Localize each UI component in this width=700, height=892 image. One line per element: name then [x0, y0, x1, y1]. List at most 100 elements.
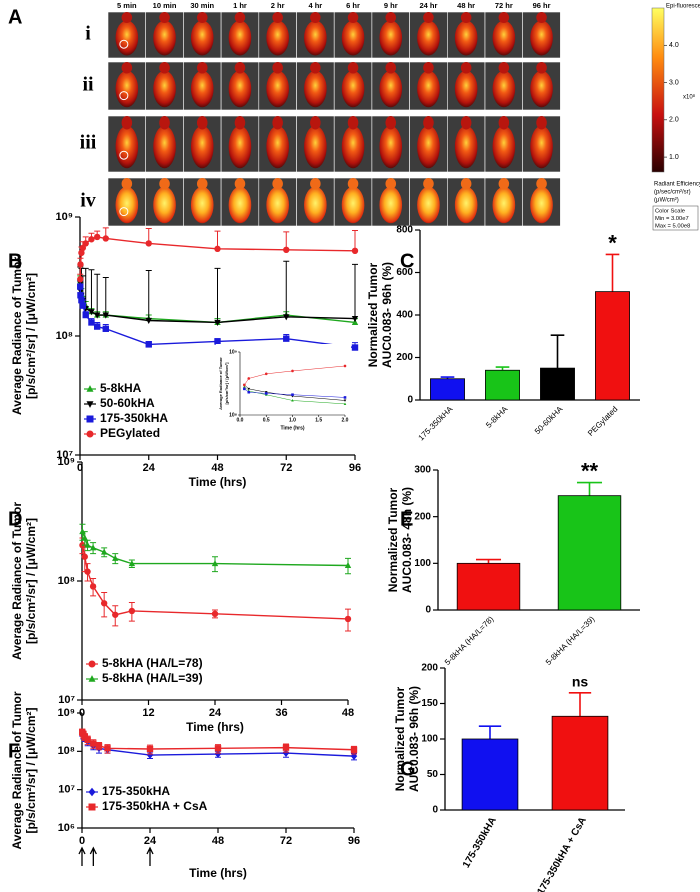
panel-letter: G — [400, 758, 416, 780]
error-bar — [478, 725, 502, 739]
y-tick-label: 10⁷ — [56, 449, 73, 461]
y-tick-label: 50 — [427, 769, 439, 780]
mouse-head — [310, 12, 321, 24]
row-label: ii — [82, 74, 94, 96]
data-point — [90, 740, 97, 747]
y-tick-label: 150 — [421, 698, 438, 709]
data-point — [344, 615, 352, 623]
panel-letter: B — [8, 250, 22, 272]
bar — [557, 495, 622, 611]
mouse-head — [385, 178, 397, 190]
mouse-head — [234, 12, 246, 24]
error-bar — [568, 692, 592, 717]
mouse-body — [190, 20, 214, 56]
error-bar — [352, 263, 358, 319]
data-point — [343, 396, 347, 399]
column-label: 9 hr — [384, 1, 398, 10]
data-point — [82, 311, 89, 319]
mouse-head — [385, 116, 397, 130]
data-point — [88, 309, 95, 316]
mouse-body — [530, 186, 553, 224]
column-label: 4 hr — [308, 1, 322, 10]
column-label: 96 hr — [533, 1, 551, 10]
mouse-head — [159, 178, 170, 190]
mouse-body — [417, 125, 440, 169]
data-point — [77, 292, 84, 299]
y-axis-label: [p/s/cm²/sr] / [μW/cm²] — [224, 362, 229, 405]
data-point — [112, 611, 119, 618]
y-axis-label: Average Radiance of Tumor — [218, 357, 223, 410]
dose-arrow — [89, 846, 97, 866]
mouse-body — [417, 20, 440, 56]
bar — [551, 715, 609, 811]
x-tick-label: 48 — [212, 835, 224, 847]
error-bar — [82, 267, 89, 309]
x-tick-label: 1.0 — [289, 417, 296, 423]
colorbar — [651, 7, 665, 173]
column-label: 2 hr — [271, 1, 285, 10]
column-label: 24 hr — [419, 1, 437, 10]
dose-arrow — [146, 846, 154, 866]
y-axis-label: AUC0.083- 96h (%) — [380, 262, 394, 368]
mouse-body — [115, 125, 139, 169]
y-axis-label: AUC0.083- 96h (%) — [407, 686, 421, 792]
mouse-head — [423, 178, 434, 190]
data-point — [77, 283, 84, 290]
y-tick-label: 10⁶ — [58, 822, 75, 834]
data-point — [214, 338, 221, 345]
bar — [461, 738, 519, 811]
x-tick-label: 0.5 — [263, 417, 270, 423]
column-label: 48 hr — [457, 1, 475, 10]
data-point — [291, 399, 294, 402]
colorbar-tick-label: 2.0 — [669, 117, 679, 124]
mouse-head — [121, 12, 133, 24]
data-point — [84, 541, 91, 548]
data-point — [283, 246, 290, 254]
mouse-head — [498, 178, 510, 190]
data-point — [343, 364, 347, 368]
colorbar-units: (μW/cm²) — [654, 198, 679, 204]
data-point — [88, 236, 95, 243]
mouse-body — [115, 186, 139, 224]
mouse-body — [454, 70, 478, 108]
data-point — [89, 583, 97, 590]
bar — [485, 369, 520, 401]
y-tick-label: 400 — [396, 310, 413, 321]
x-tick-label: 72 — [280, 462, 292, 474]
legend-label: 50-60kHA — [100, 396, 155, 410]
y-tick-label: 10⁷ — [58, 694, 75, 706]
y-tick-label: 10⁹ — [58, 456, 75, 468]
y-axis-label: Normalized Tumor — [366, 262, 380, 367]
row-label: iv — [80, 190, 96, 212]
mouse-head — [385, 62, 397, 74]
data-point — [247, 377, 251, 380]
mouse-head — [460, 12, 472, 24]
x-tick-label: 0 — [77, 462, 83, 474]
mouse-body — [492, 125, 516, 169]
colorbar-multiplier: x10⁸ — [683, 94, 696, 101]
y-axis-label: Normalized Tumor — [386, 487, 400, 592]
x-tick-label: 175-350kHA — [417, 404, 455, 442]
data-point — [283, 314, 290, 321]
data-point — [77, 261, 84, 268]
mouse-head — [536, 116, 547, 130]
mouse-body — [266, 70, 289, 108]
y-axis-label: [p/s/cm²/sr] / [μW/cm²] — [24, 518, 38, 644]
data-point — [351, 316, 359, 323]
error-bar — [352, 230, 358, 251]
x-tick-label: 48 — [211, 462, 223, 474]
y-tick-label: 300 — [414, 465, 431, 476]
column-label: 72 hr — [495, 1, 513, 10]
mouse-body — [190, 70, 214, 108]
data-point — [78, 296, 85, 304]
mouse-head — [498, 62, 510, 74]
x-tick-label: 24 — [209, 707, 222, 719]
data-point — [264, 392, 268, 395]
x-tick-label: 24 — [143, 462, 156, 474]
mouse-head — [310, 62, 321, 74]
mouse-head — [498, 116, 510, 130]
mouse-body — [190, 125, 214, 169]
data-point — [81, 553, 88, 560]
row-label: i — [85, 23, 91, 45]
x-tick-label: 24 — [144, 835, 157, 847]
